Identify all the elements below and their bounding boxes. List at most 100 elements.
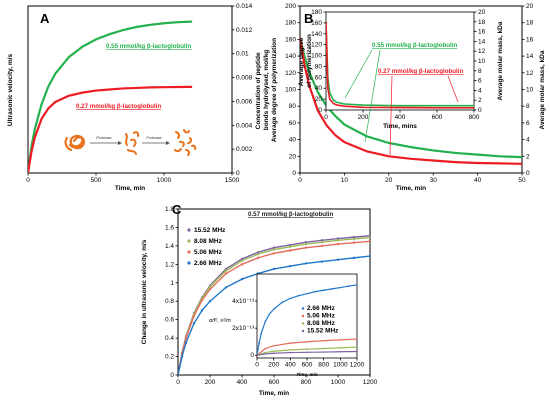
ci-y-tick-label: 2x10⁻¹³ xyxy=(232,325,255,332)
b-y2-tick-label: 2 xyxy=(526,153,530,160)
panel-c: C 0.57 mmol/kg β-lactoglobulin 0 200 400 60… xyxy=(141,202,378,397)
panel-a-x-ticks: 0 500 1000 1500 xyxy=(26,173,240,184)
panel-c-inset-legend-marker xyxy=(301,322,305,325)
b-y2-tick-label: 10 xyxy=(526,87,534,94)
ci-x-tick-label: 1200 xyxy=(350,361,365,368)
b-y2-tick-label: 16 xyxy=(526,36,534,43)
panel-c-inset-legend-label: 8.08 MHz xyxy=(307,320,336,327)
b-y-tick-label: 20 xyxy=(289,153,297,160)
panel-c-inset-x-axis-label: Time, min xyxy=(296,372,318,377)
b-series-line-2 xyxy=(300,36,522,165)
panel-c-x-ticks: 0 200 400 600 800 1000 1200 xyxy=(176,375,378,386)
panel-c-legend-marker xyxy=(187,239,191,243)
c-data-point xyxy=(256,251,260,254)
a-series-line-1 xyxy=(28,20,193,173)
b-y2-tick-label: 8 xyxy=(526,103,530,110)
panel-b-x-ticks: 0 10 20 30 40 50 xyxy=(298,173,526,184)
bi-y-tick-label: 160 xyxy=(311,20,322,27)
c-data-point xyxy=(352,237,356,241)
c-data-point xyxy=(304,246,308,249)
ci-data-point xyxy=(322,289,325,292)
bi-y-tick-label: 0 xyxy=(318,107,322,114)
ci-series-line-1 xyxy=(257,284,357,356)
bi-y-tick-label: 80 xyxy=(315,63,323,70)
panel-a-y2-label-line1: Concentration of peptide xyxy=(255,52,262,129)
c-data-point xyxy=(240,263,244,266)
b-x-tick-label: 30 xyxy=(430,177,438,184)
panel-c-legend-label: 5.06 MHz xyxy=(194,249,223,256)
c-y-tick-label: 0 xyxy=(170,372,174,379)
c-x-tick-label: 1000 xyxy=(331,379,346,386)
bi-y2-tick-label: 6 xyxy=(478,78,482,85)
panel-c-y-axis-label: Change in ultrasonic velocity, m/s xyxy=(141,239,148,344)
panel-b-inset-y-label-line1: Average degree xyxy=(298,37,305,86)
panel-b-series xyxy=(300,36,522,165)
c-data-point xyxy=(256,256,260,260)
c-data-point xyxy=(368,234,370,237)
a-y2-tick-label: 0 xyxy=(236,170,240,177)
c-data-point xyxy=(240,259,244,262)
ci-data-point xyxy=(264,320,267,323)
a-x-tick-label: 1500 xyxy=(225,177,240,184)
c-data-point xyxy=(200,299,204,302)
panel-b: B 0 10 20 30 40 50 02040608010012014016018020… xyxy=(271,3,546,192)
c-series-line-3 xyxy=(178,240,370,375)
ci-data-point xyxy=(339,286,342,289)
a-y2-tick-label: 0.012 xyxy=(236,27,253,34)
panel-c-inset-legend-label: 5.06 MHz xyxy=(307,313,336,320)
c-y-tick-label: 0.8 xyxy=(165,298,174,305)
c-data-point xyxy=(352,241,356,244)
c-data-point xyxy=(320,241,324,244)
c-data-point xyxy=(288,264,292,268)
ci-data-point xyxy=(347,285,350,287)
panel-b-y2-ticks: 0 2 4 6 8 10 12 14 16 18 20 xyxy=(522,3,534,177)
c-y-tick-label: 1.6 xyxy=(165,224,174,231)
panel-c-inset-x-ticks: 0 200 400 600 800 1000 1200 xyxy=(255,358,365,368)
ci-data-point xyxy=(264,347,267,350)
c-y-tick-label: 0.6 xyxy=(165,317,174,324)
bi-series-line-2 xyxy=(326,20,474,109)
c-data-point xyxy=(184,341,188,344)
panel-c-inset-legend-marker xyxy=(301,329,305,333)
b-y2-tick-label: 0 xyxy=(526,170,530,177)
arrow-head-icon xyxy=(118,141,122,145)
bi-y2-tick-label: 10 xyxy=(478,58,486,65)
panel-c-inset-legend-label: 2.66 MHz xyxy=(307,305,336,312)
c-data-point xyxy=(352,256,356,260)
ci-series-line-2 xyxy=(257,338,357,356)
ci-x-tick-label: 600 xyxy=(302,361,313,368)
protein-hydrolysis-schematic: Protease Protease xyxy=(64,129,197,156)
c-data-point xyxy=(320,239,324,242)
ci-data-point xyxy=(331,288,333,290)
c-x-tick-label: 0 xyxy=(176,379,180,386)
panel-a-annotation-red: 0.27 mmol/kg β-lactoglobulin xyxy=(76,103,161,110)
c-data-point xyxy=(320,260,324,263)
c-x-tick-label: 400 xyxy=(237,379,248,386)
c-y-tick-label: 1.2 xyxy=(165,261,174,268)
panel-a-frame xyxy=(27,5,233,174)
c-data-point xyxy=(184,336,188,340)
a-x-tick-label: 0 xyxy=(26,177,30,184)
panel-b-y-ticks: 0 20 40 60 80 100 120 140 160 180 200 xyxy=(285,3,300,177)
b-y-tick-label: 160 xyxy=(285,36,296,43)
ci-data-point xyxy=(314,290,317,293)
ci-data-point xyxy=(322,351,325,353)
bi-x-tick-label: 800 xyxy=(469,114,480,121)
ci-data-point xyxy=(297,294,300,297)
ci-data-point xyxy=(289,351,292,354)
ci-data-point xyxy=(289,349,292,351)
panel-c-legend-label: 2.66 MHz xyxy=(194,260,223,267)
ci-data-point xyxy=(289,342,292,344)
panel-c-series xyxy=(178,234,370,375)
bi-y2-tick-label: 18 xyxy=(478,19,486,26)
ci-y-tick-label: 0 xyxy=(250,352,254,359)
panel-c-inset: 0 200 400 600 800 1000 1200 0 2x10⁻¹³ 4x10⁻¹³ 2.… xyxy=(209,273,365,377)
panel-c-legend-label: 15.52 MHz xyxy=(194,227,226,234)
panel-c-inset-legend-marker xyxy=(301,307,305,310)
b-y-tick-label: 120 xyxy=(285,70,296,77)
ci-x-tick-label: 400 xyxy=(285,361,296,368)
c-y-tick-label: 1 xyxy=(170,280,174,287)
bi-y-tick-label: 100 xyxy=(311,53,322,60)
c-data-point xyxy=(208,288,212,291)
